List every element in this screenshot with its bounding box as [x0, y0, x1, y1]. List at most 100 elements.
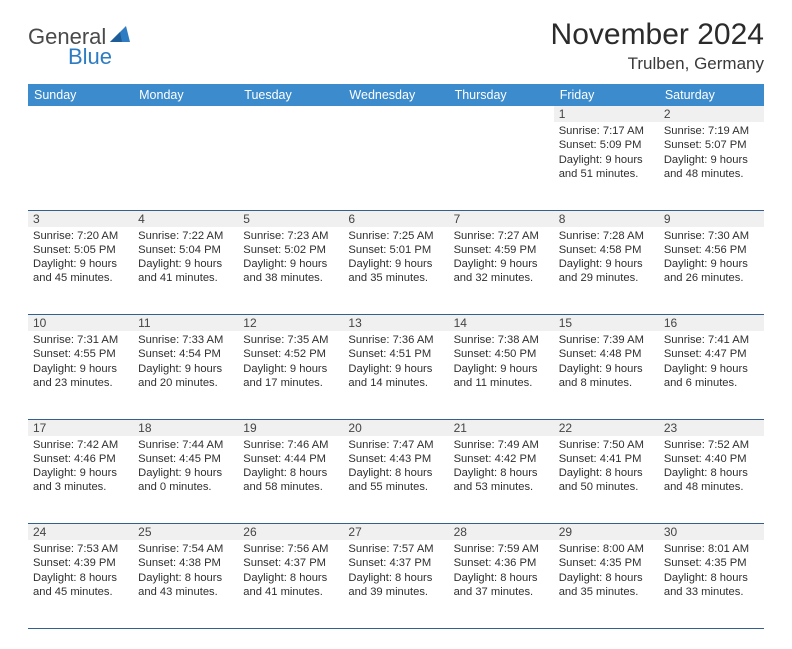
weekday-header: Friday — [554, 84, 659, 106]
daylight-text: Daylight: 9 hours and 41 minutes. — [138, 257, 233, 286]
content-row: Sunrise: 7:31 AMSunset: 4:55 PM Daylight:… — [28, 331, 764, 419]
sunset-text: Sunset: 4:55 PM — [33, 347, 128, 361]
sunrise-text: Sunrise: 7:57 AM — [348, 542, 443, 556]
sunrise-text: Sunrise: 7:23 AM — [243, 229, 338, 243]
sunset-text: Sunset: 4:37 PM — [243, 556, 338, 570]
day-number-cell: 1 — [554, 106, 659, 122]
sunrise-text: Sunrise: 7:54 AM — [138, 542, 233, 556]
day-content-cell: Sunrise: 7:39 AMSunset: 4:48 PMDaylight:… — [554, 331, 659, 419]
day-number-cell: 10 — [28, 315, 133, 332]
sunrise-text: Sunrise: 7:28 AM — [559, 229, 654, 243]
daylight-text: Daylight: 9 hours and 48 minutes. — [664, 153, 759, 182]
day-number-cell: 20 — [343, 419, 448, 436]
day-content-cell: Sunrise: 7:42 AMSunset: 4:46 PMDaylight:… — [28, 436, 133, 524]
sunset-text: Sunset: 5:01 PM — [348, 243, 443, 257]
day-number-cell: 17 — [28, 419, 133, 436]
day-content-cell: Sunrise: 7:53 AMSunset: 4:39 PMDaylight:… — [28, 540, 133, 628]
logo-text-blue: Blue — [68, 44, 112, 70]
day-content-cell: Sunrise: 7:36 AMSunset: 4:51 PMDaylight:… — [343, 331, 448, 419]
day-number-cell: 26 — [238, 524, 343, 541]
day-number-cell: 21 — [449, 419, 554, 436]
title-block: November 2024 Trulben, Germany — [551, 18, 764, 74]
day-number-cell: 25 — [133, 524, 238, 541]
sunset-text: Sunset: 4:41 PM — [559, 452, 654, 466]
daylight-text: Daylight: 9 hours and 51 minutes. — [559, 153, 654, 182]
sunset-text: Sunset: 4:54 PM — [138, 347, 233, 361]
sunrise-text: Sunrise: 7:27 AM — [454, 229, 549, 243]
sunrise-text: Sunrise: 7:33 AM — [138, 333, 233, 347]
day-number-cell: 5 — [238, 210, 343, 227]
day-number-cell: 14 — [449, 315, 554, 332]
calendar-body: 12 Sunrise: 7:17 AMSunset: 5:09 PMDaylig… — [28, 106, 764, 628]
day-content-cell: Sunrise: 7:56 AMSunset: 4:37 PMDaylight:… — [238, 540, 343, 628]
sunrise-text: Sunrise: 7:38 AM — [454, 333, 549, 347]
day-content-cell: Sunrise: 8:01 AMSunset: 4:35 PMDaylight:… — [659, 540, 764, 628]
logo: General Blue — [28, 24, 132, 70]
sunset-text: Sunset: 4:35 PM — [664, 556, 759, 570]
day-number-cell: 16 — [659, 315, 764, 332]
sunset-text: Sunset: 5:04 PM — [138, 243, 233, 257]
sunrise-text: Sunrise: 7:31 AM — [33, 333, 128, 347]
sunrise-text: Sunrise: 7:47 AM — [348, 438, 443, 452]
sunrise-text: Sunrise: 7:39 AM — [559, 333, 654, 347]
sunset-text: Sunset: 5:07 PM — [664, 138, 759, 152]
daylight-text: Daylight: 9 hours and 0 minutes. — [138, 466, 233, 495]
day-number-cell: 24 — [28, 524, 133, 541]
sunset-text: Sunset: 4:48 PM — [559, 347, 654, 361]
day-content-cell: Sunrise: 7:38 AMSunset: 4:50 PMDaylight:… — [449, 331, 554, 419]
day-content-cell — [343, 122, 448, 210]
daylight-text: Daylight: 9 hours and 35 minutes. — [348, 257, 443, 286]
day-number-cell: 8 — [554, 210, 659, 227]
day-number-cell: 13 — [343, 315, 448, 332]
weekday-header: Thursday — [449, 84, 554, 106]
sunrise-text: Sunrise: 7:41 AM — [664, 333, 759, 347]
day-content-cell: Sunrise: 7:52 AMSunset: 4:40 PMDaylight:… — [659, 436, 764, 524]
sunrise-text: Sunrise: 7:46 AM — [243, 438, 338, 452]
daynum-row: 10111213141516 — [28, 315, 764, 332]
day-content-cell: Sunrise: 7:23 AMSunset: 5:02 PMDaylight:… — [238, 227, 343, 315]
sunset-text: Sunset: 4:37 PM — [348, 556, 443, 570]
sunset-text: Sunset: 5:05 PM — [33, 243, 128, 257]
sunset-text: Sunset: 4:51 PM — [348, 347, 443, 361]
day-number-cell — [238, 106, 343, 122]
sunset-text: Sunset: 4:35 PM — [559, 556, 654, 570]
day-content-cell: Sunrise: 7:20 AMSunset: 5:05 PMDaylight:… — [28, 227, 133, 315]
day-content-cell: Sunrise: 7:44 AMSunset: 4:45 PMDaylight:… — [133, 436, 238, 524]
day-content-cell: Sunrise: 7:46 AMSunset: 4:44 PMDaylight:… — [238, 436, 343, 524]
day-content-cell: Sunrise: 7:41 AMSunset: 4:47 PMDaylight:… — [659, 331, 764, 419]
day-number-cell: 23 — [659, 419, 764, 436]
day-content-cell — [133, 122, 238, 210]
sunrise-text: Sunrise: 7:56 AM — [243, 542, 338, 556]
daylight-text: Daylight: 8 hours and 41 minutes. — [243, 571, 338, 600]
calendar-table: Sunday Monday Tuesday Wednesday Thursday… — [28, 84, 764, 629]
daylight-text: Daylight: 8 hours and 35 minutes. — [559, 571, 654, 600]
day-content-cell: Sunrise: 7:47 AMSunset: 4:43 PMDaylight:… — [343, 436, 448, 524]
sunrise-text: Sunrise: 8:00 AM — [559, 542, 654, 556]
daylight-text: Daylight: 8 hours and 39 minutes. — [348, 571, 443, 600]
sunset-text: Sunset: 4:38 PM — [138, 556, 233, 570]
day-number-cell: 6 — [343, 210, 448, 227]
day-content-cell: Sunrise: 7:19 AMSunset: 5:07 PMDaylight:… — [659, 122, 764, 210]
day-number-cell — [28, 106, 133, 122]
sunset-text: Sunset: 4:56 PM — [664, 243, 759, 257]
daylight-text: Daylight: 8 hours and 33 minutes. — [664, 571, 759, 600]
day-content-cell: Sunrise: 7:27 AMSunset: 4:59 PMDaylight:… — [449, 227, 554, 315]
sunset-text: Sunset: 4:47 PM — [664, 347, 759, 361]
daylight-text: Daylight: 8 hours and 50 minutes. — [559, 466, 654, 495]
day-content-cell: Sunrise: 7:57 AMSunset: 4:37 PMDaylight:… — [343, 540, 448, 628]
sunset-text: Sunset: 4:43 PM — [348, 452, 443, 466]
sunrise-text: Sunrise: 8:01 AM — [664, 542, 759, 556]
sunrise-text: Sunrise: 7:22 AM — [138, 229, 233, 243]
daylight-text: Daylight: 9 hours and 3 minutes. — [33, 466, 128, 495]
daylight-text: Daylight: 9 hours and 8 minutes. — [559, 362, 654, 391]
day-content-cell: Sunrise: 7:28 AMSunset: 4:58 PMDaylight:… — [554, 227, 659, 315]
page-header: General Blue November 2024 Trulben, Germ… — [28, 18, 764, 74]
sunrise-text: Sunrise: 7:30 AM — [664, 229, 759, 243]
daylight-text: Daylight: 9 hours and 32 minutes. — [454, 257, 549, 286]
daynum-row: 17181920212223 — [28, 419, 764, 436]
sunrise-text: Sunrise: 7:50 AM — [559, 438, 654, 452]
sunrise-text: Sunrise: 7:42 AM — [33, 438, 128, 452]
sunrise-text: Sunrise: 7:25 AM — [348, 229, 443, 243]
day-number-cell: 11 — [133, 315, 238, 332]
daylight-text: Daylight: 9 hours and 45 minutes. — [33, 257, 128, 286]
